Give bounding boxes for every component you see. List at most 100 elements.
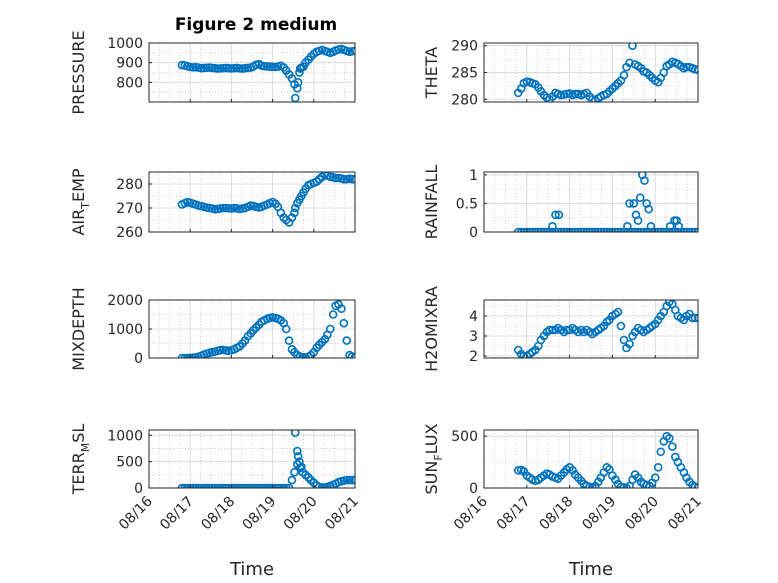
x-tick-label: 08/18 bbox=[198, 494, 238, 534]
data-point bbox=[565, 227, 574, 232]
data-point bbox=[290, 430, 300, 437]
data-point bbox=[570, 89, 580, 99]
data-point bbox=[215, 64, 225, 73]
data-point bbox=[633, 216, 643, 225]
data-point bbox=[290, 208, 299, 218]
data-point bbox=[207, 483, 217, 488]
y-axis-label: RAINFALL bbox=[422, 165, 441, 240]
x-tick-label: 08/18 bbox=[537, 494, 577, 534]
y-tick-label: 1000 bbox=[107, 322, 143, 338]
data-point bbox=[260, 483, 269, 488]
data-point bbox=[293, 78, 303, 87]
axes-box bbox=[483, 429, 699, 489]
y-tick-label: 500 bbox=[451, 429, 478, 445]
axes-box bbox=[483, 171, 699, 233]
y-tick-label: 285 bbox=[451, 66, 478, 82]
data-point bbox=[218, 63, 228, 73]
data-point bbox=[312, 177, 321, 186]
data-point bbox=[224, 203, 233, 213]
y-tick-label: 0.5 bbox=[456, 196, 478, 212]
y-axis-label: MIXDEPTH bbox=[69, 287, 88, 370]
axes-background bbox=[148, 429, 356, 489]
data-point bbox=[177, 353, 187, 358]
axes-box bbox=[148, 429, 356, 489]
data-point bbox=[342, 336, 352, 345]
data-point bbox=[513, 227, 523, 232]
data-point bbox=[682, 62, 691, 72]
data-point bbox=[688, 313, 697, 323]
data-point bbox=[525, 227, 535, 232]
data-point bbox=[265, 62, 275, 71]
data-point bbox=[218, 203, 228, 213]
data-point bbox=[608, 227, 617, 232]
y-tick-label: 260 bbox=[116, 225, 143, 241]
x-tick-label: 08/20 bbox=[622, 494, 662, 534]
data-point bbox=[534, 227, 543, 232]
y-tick-label: 900 bbox=[116, 56, 143, 72]
data-point bbox=[317, 483, 327, 488]
y-tick-label: 1000 bbox=[107, 428, 143, 444]
data-point bbox=[210, 204, 220, 214]
data-point bbox=[293, 83, 302, 93]
data-point bbox=[587, 95, 597, 102]
data-point bbox=[281, 483, 291, 488]
data-point bbox=[605, 227, 614, 232]
y-tick-label: 270 bbox=[116, 201, 143, 217]
data-point bbox=[268, 62, 277, 72]
data-point bbox=[688, 227, 697, 232]
data-point bbox=[312, 481, 321, 488]
data-point bbox=[611, 227, 620, 232]
y-tick-label: 280 bbox=[116, 177, 143, 193]
data-point bbox=[290, 467, 299, 477]
data-point bbox=[553, 227, 563, 232]
data-point bbox=[685, 227, 694, 232]
data-point bbox=[653, 227, 663, 232]
data-point bbox=[576, 227, 586, 232]
data-point bbox=[623, 221, 632, 231]
y-axis-label: AIRTEMP bbox=[69, 168, 92, 235]
data-point bbox=[587, 227, 597, 232]
series-markers bbox=[513, 431, 698, 488]
data-point bbox=[531, 227, 540, 232]
series-markers bbox=[177, 430, 355, 488]
data-point bbox=[625, 199, 634, 208]
data-point bbox=[690, 313, 698, 323]
data-point bbox=[295, 352, 305, 358]
data-point bbox=[191, 483, 200, 488]
data-point bbox=[350, 174, 355, 184]
x-tick-label: 08/20 bbox=[281, 494, 321, 534]
data-point bbox=[568, 227, 577, 232]
data-point bbox=[640, 176, 649, 185]
data-point bbox=[635, 193, 645, 203]
y-axis-label: THETA bbox=[422, 47, 441, 99]
data-point bbox=[350, 475, 355, 485]
x-tick-label: 08/19 bbox=[240, 494, 280, 534]
series-markers bbox=[177, 172, 355, 227]
data-point bbox=[556, 227, 566, 232]
data-point bbox=[559, 227, 569, 232]
data-point bbox=[656, 227, 666, 232]
data-point bbox=[665, 221, 675, 231]
y-tick-label: 0 bbox=[469, 225, 478, 241]
data-point bbox=[616, 227, 626, 232]
data-point bbox=[199, 483, 209, 488]
y-axis-label: H2OMIXRA bbox=[422, 286, 441, 372]
series-markers bbox=[513, 43, 698, 102]
data-point bbox=[215, 483, 225, 488]
data-point bbox=[287, 475, 297, 485]
axes-box bbox=[148, 171, 356, 233]
y-tick-label: 2 bbox=[469, 349, 478, 365]
chart-title: Figure 2 medium bbox=[175, 15, 337, 35]
data-point bbox=[619, 70, 629, 80]
data-point bbox=[273, 483, 283, 488]
data-point bbox=[339, 174, 349, 184]
panel-air-temp: 260 270 280 AIRTEMP bbox=[69, 168, 356, 241]
data-point bbox=[693, 483, 698, 488]
data-point bbox=[194, 483, 203, 488]
data-point bbox=[599, 227, 609, 232]
data-point bbox=[202, 483, 211, 488]
data-point bbox=[639, 227, 648, 232]
data-point bbox=[240, 483, 250, 488]
y-axis-label: SUNFLUX bbox=[422, 423, 445, 494]
y-tick-label: 800 bbox=[116, 75, 143, 91]
